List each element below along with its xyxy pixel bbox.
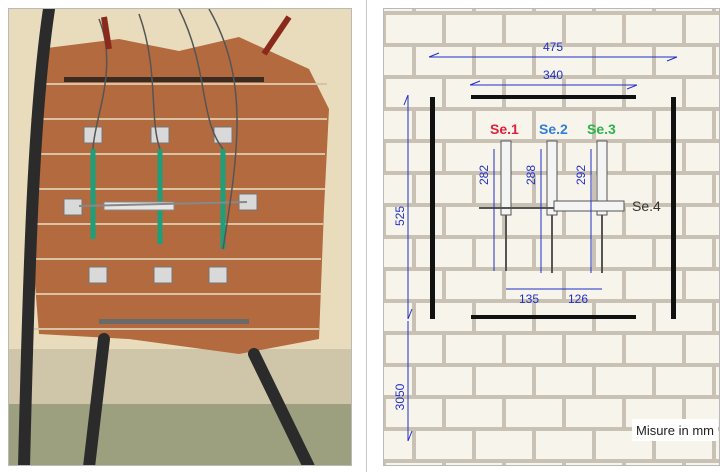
dim-inner-width: 340 [543,68,563,82]
sensor-label-se1: Se.1 [490,121,519,137]
gauge-se1 [500,140,512,271]
test-frame [430,95,676,319]
gauge-se2 [546,140,558,273]
test-setup-diagram: 475 340 525 3050 Se.1 Se.2 Se.3 [383,8,720,466]
diagram-drawing: 475 340 525 3050 Se.1 Se.2 Se.3 [384,9,719,465]
dim-height-ground: 3050 [393,383,407,410]
sensor-label-se2: Se.2 [539,121,568,137]
test-photo-illustration [9,9,351,465]
sensor-label-se4: Se.4 [632,198,661,214]
dim-outer-width: 475 [543,40,563,54]
test-photo [8,8,352,466]
gauge-se4 [479,200,625,212]
dim-gauge1: 282 [477,165,491,185]
sensor-label-se3: Se.3 [587,121,616,137]
dim-spacing12: 135 [519,292,539,306]
gauge-se3 [596,140,608,273]
dim-gauge2: 288 [524,165,538,185]
dim-spacing23: 126 [568,292,588,306]
panel-separator [366,0,367,472]
units-note: Misure in mm [636,423,714,438]
dim-height-panel: 525 [393,206,407,226]
dim-gauge3: 292 [574,165,588,185]
